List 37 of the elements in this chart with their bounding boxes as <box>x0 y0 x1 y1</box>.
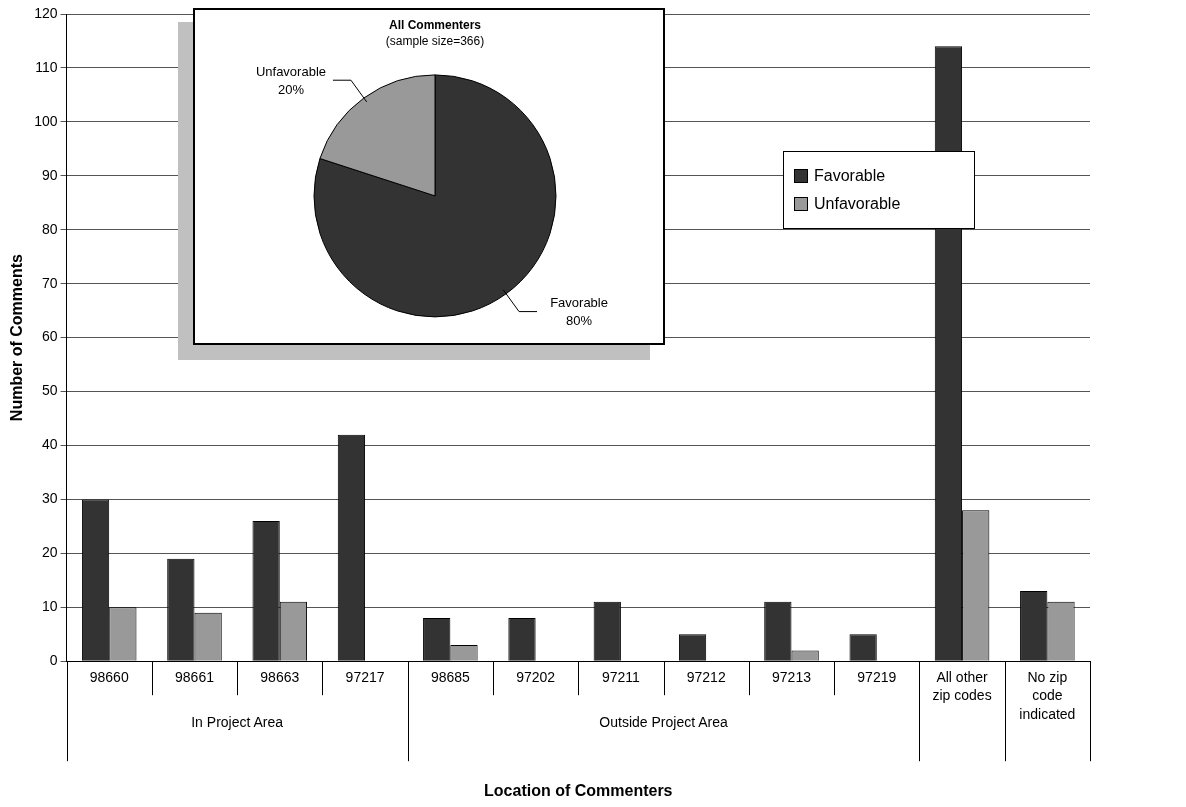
x-tick-label: No zip code indicated <box>1019 669 1076 722</box>
legend-label: Favorable <box>814 167 886 185</box>
y-tick-label: 30 <box>41 490 58 507</box>
x-tick-label: 97219 <box>857 669 897 686</box>
y-tick-label: 80 <box>41 220 58 237</box>
y-axis-title: Number of Comments <box>8 253 26 422</box>
slice-label: Unfavorable <box>255 63 326 79</box>
y-tick-label: 20 <box>41 544 58 561</box>
y-tick-label: 110 <box>35 58 58 75</box>
x-tick-label: 98663 <box>260 669 300 686</box>
x-tick-label: All other zip codes <box>932 669 992 704</box>
chart-subtitle: (sample size=366) <box>385 33 485 48</box>
x-tick-label: 97202 <box>516 669 556 686</box>
text: Outside Project Area <box>599 714 728 731</box>
y-tick-label: 60 <box>41 328 58 345</box>
data-label: 80% <box>566 313 593 329</box>
x-tick-label: 97217 <box>345 669 385 686</box>
text: In Project Area <box>191 714 284 731</box>
x-axis-title: Location of Commenters <box>484 781 673 799</box>
y-tick-label: 50 <box>41 382 58 399</box>
chart-title: All Commenters <box>388 17 482 32</box>
legend-label: Unfavorable <box>814 195 901 213</box>
y-tick-label: 70 <box>41 274 58 291</box>
y-tick-label: 100 <box>34 112 58 129</box>
slice-label: Favorable <box>550 295 608 311</box>
x-tick-label: 98660 <box>89 669 129 686</box>
x-tick-label: 97212 <box>686 669 726 686</box>
data-label: 20% <box>277 81 305 97</box>
y-tick-label: 40 <box>41 436 58 453</box>
x-tick-label: 97213 <box>772 669 812 686</box>
x-tick-label: 98661 <box>175 669 215 686</box>
x-tick-label: 97211 <box>601 669 641 686</box>
y-tick-label: 90 <box>41 166 58 183</box>
y-tick-label: 10 <box>41 598 58 615</box>
x-tick-label: 98685 <box>430 669 471 686</box>
y-tick-label: 120 <box>34 4 58 21</box>
y-tick-label: 0 <box>49 652 58 669</box>
